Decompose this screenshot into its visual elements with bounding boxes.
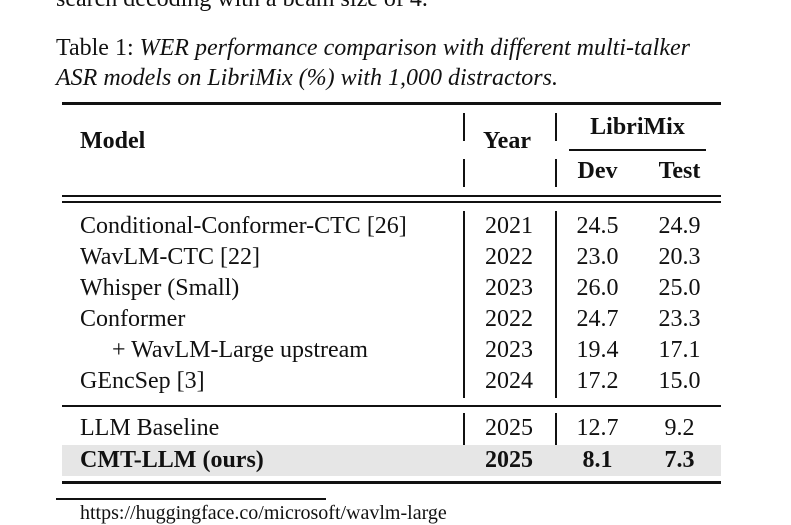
cell-year: 2021 [485,213,533,239]
group-separator-rule [62,405,721,407]
cell-dev: 26.0 [576,275,619,301]
vline-header-1b [463,159,465,187]
cell-model: GEncSep [3] [80,368,205,394]
table-caption: Table 1: WER performance comparison with… [56,33,736,93]
cell-model: CMT-LLM (ours) [80,447,264,473]
cell-test: 17.1 [658,337,701,363]
cell-dev: 24.7 [576,306,619,332]
cell-year: 2023 [485,275,533,301]
cell-test: 20.3 [658,244,701,270]
header-dev: Dev [577,158,618,184]
vline-body-1 [463,211,465,398]
cell-dev: 17.2 [576,368,619,394]
cell-model: Whisper (Small) [80,275,240,301]
cell-test: 24.9 [658,213,701,239]
highlight-ours-row [62,445,721,476]
cell-test: 15.0 [658,368,701,394]
cell-model: WavLM-CTC [22] [80,244,261,270]
vline-header-1a [463,113,465,141]
header-model: Model [80,128,146,154]
cell-test: 25.0 [658,275,701,301]
top-rule [62,102,721,105]
cell-year: 2025 [485,447,533,473]
bottom-rule [62,481,721,484]
header-year: Year [483,128,531,154]
cell-year: 2022 [485,244,533,270]
header-rule-2 [62,201,721,203]
header-rule-1 [62,195,721,197]
cell-dev: 24.5 [576,213,619,239]
cell-model: + WavLM-Large upstream [112,337,368,363]
cell-year: 2025 [485,415,533,441]
vline-body-3 [463,413,465,476]
cell-year: 2023 [485,337,533,363]
cell-dev: 8.1 [582,447,613,473]
cell-dev: 19.4 [576,337,619,363]
header-test: Test [658,158,701,184]
cell-model: Conditional-Conformer-CTC [26] [80,213,407,239]
cell-dev: 12.7 [576,415,619,441]
footnote-rule [56,498,326,500]
cell-year: 2022 [485,306,533,332]
header-librimix: LibriMix [590,114,685,140]
librimix-underline [569,149,706,151]
cell-model: Conformer [80,306,186,332]
vline-body-2 [555,211,557,398]
footnote-link[interactable]: https://huggingface.co/microsoft/wavlm-l… [80,502,447,524]
caption-label: Table 1: [56,35,134,61]
cell-year: 2024 [485,368,533,394]
preceding-text: search decoding with a beam size of 4. [56,0,428,13]
vline-body-4 [555,413,557,476]
cell-test: 9.2 [664,415,695,441]
vline-header-2b [555,159,557,187]
caption-text: WER performance comparison with differen… [56,35,690,91]
cell-test: 7.3 [664,447,695,473]
vline-header-2a [555,113,557,141]
cell-test: 23.3 [658,306,701,332]
cell-model: LLM Baseline [80,415,220,441]
cell-dev: 23.0 [576,244,619,270]
